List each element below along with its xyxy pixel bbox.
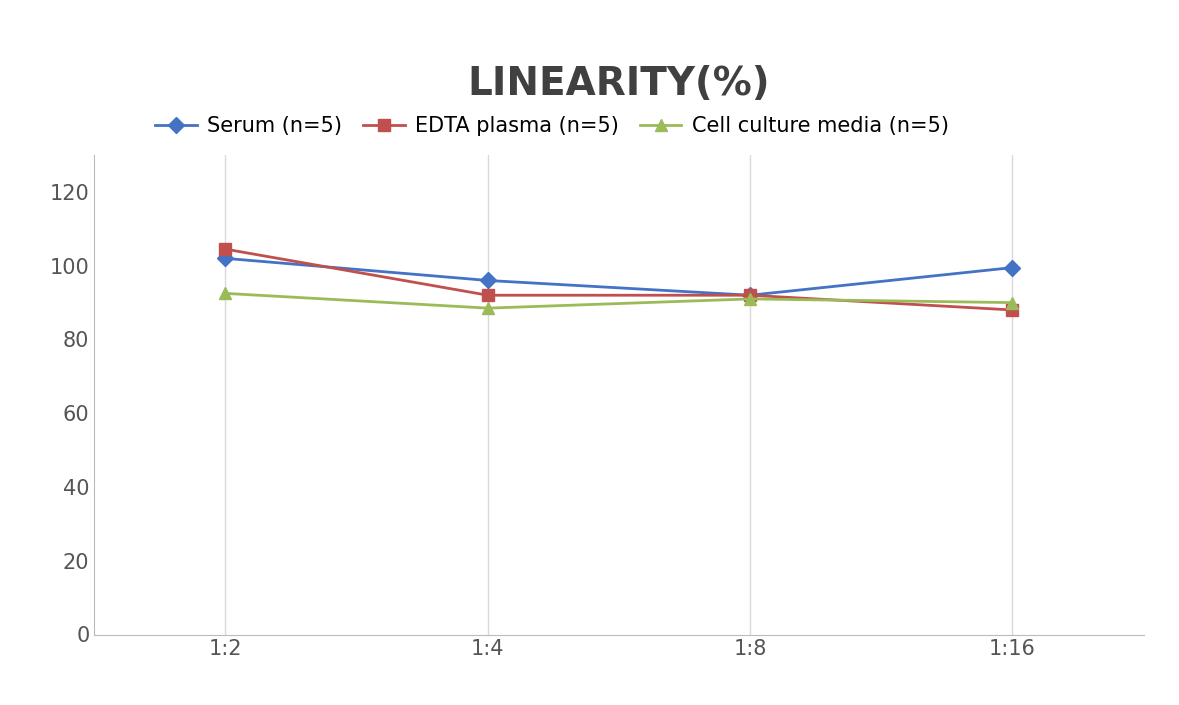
Text: LINEARITY(%): LINEARITY(%) bbox=[468, 65, 770, 103]
EDTA plasma (n=5) bbox=[1006, 306, 1020, 314]
Serum (n=5) bbox=[743, 291, 757, 300]
Line: EDTA plasma (n=5): EDTA plasma (n=5) bbox=[220, 244, 1017, 316]
Legend: Serum (n=5), EDTA plasma (n=5), Cell culture media (n=5): Serum (n=5), EDTA plasma (n=5), Cell cul… bbox=[146, 108, 957, 145]
Serum (n=5) bbox=[218, 254, 232, 262]
Serum (n=5) bbox=[481, 276, 495, 285]
Cell culture media (n=5) bbox=[481, 304, 495, 312]
EDTA plasma (n=5) bbox=[218, 245, 232, 253]
EDTA plasma (n=5) bbox=[481, 291, 495, 300]
Cell culture media (n=5) bbox=[1006, 298, 1020, 307]
EDTA plasma (n=5) bbox=[743, 291, 757, 300]
Cell culture media (n=5) bbox=[743, 295, 757, 303]
Serum (n=5) bbox=[1006, 264, 1020, 272]
Cell culture media (n=5) bbox=[218, 289, 232, 298]
Line: Cell culture media (n=5): Cell culture media (n=5) bbox=[219, 287, 1019, 314]
Line: Serum (n=5): Serum (n=5) bbox=[220, 253, 1017, 301]
